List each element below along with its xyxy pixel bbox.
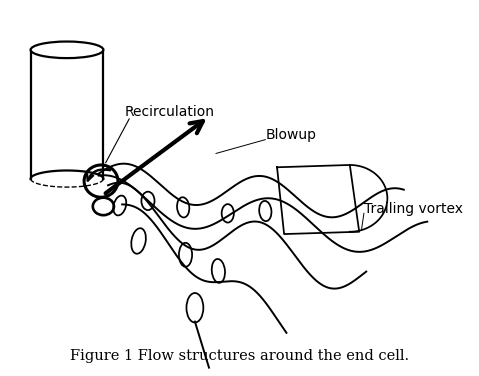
- Text: Figure 1 Flow structures around the end cell.: Figure 1 Flow structures around the end …: [70, 349, 409, 363]
- Text: Trailing vortex: Trailing vortex: [364, 202, 463, 216]
- Text: Blowup: Blowup: [265, 128, 316, 142]
- Ellipse shape: [31, 41, 103, 58]
- Text: Recirculation: Recirculation: [125, 105, 215, 119]
